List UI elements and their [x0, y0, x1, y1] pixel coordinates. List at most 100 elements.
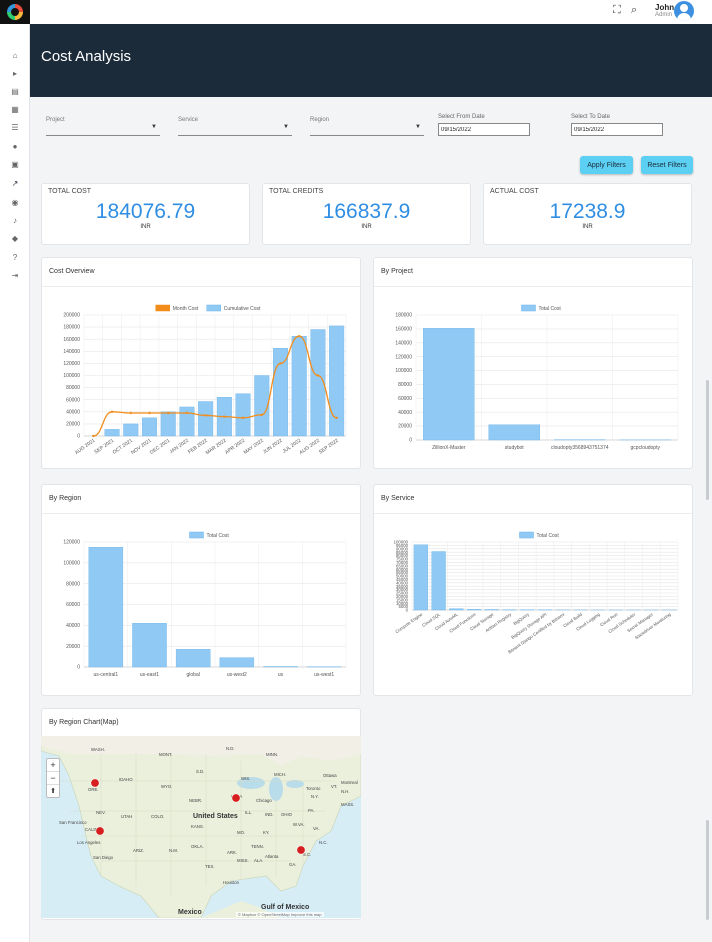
legend-label: Month Cost	[173, 306, 199, 312]
y-tick-label: 55000	[396, 570, 409, 575]
zoom-out-button[interactable]: −	[47, 772, 59, 785]
map-place-label: United States	[193, 813, 238, 820]
x-tick-label: JUN 2022	[262, 438, 284, 456]
y-tick-label: 40000	[66, 623, 80, 629]
map-place-label: UTAH	[121, 814, 132, 819]
y-tick-label: 50000	[396, 574, 409, 579]
y-tick-label: 100000	[63, 373, 80, 379]
map-place-label: WIS.	[241, 776, 250, 781]
server-icon[interactable]: ▦	[11, 105, 19, 114]
scrollbar[interactable]	[706, 380, 709, 500]
region-marker	[231, 793, 241, 803]
page-header: Cost Analysis	[30, 24, 712, 97]
bell-icon[interactable]: ♪	[13, 216, 17, 225]
map-place-label: ALA.	[254, 858, 263, 863]
bar	[466, 609, 482, 611]
bar	[484, 609, 499, 611]
x-tick-label: SEP 2022	[318, 438, 340, 456]
map-place-label: COLO.	[151, 814, 164, 819]
map-place-label: MASS.	[341, 802, 354, 807]
y-tick-label: 80000	[398, 382, 412, 388]
app-logo[interactable]	[0, 0, 30, 24]
y-tick-label: 95000	[396, 543, 409, 548]
calculator-icon[interactable]: ▤	[11, 87, 19, 96]
map-place-label: OKLA.	[191, 844, 204, 849]
legend-label: Total Cost	[207, 533, 230, 539]
map-place-label: CALIF.	[85, 827, 98, 832]
y-tick-label: 45000	[396, 577, 409, 582]
fullscreen-icon[interactable]: ⛶	[613, 4, 621, 16]
y-tick-label: 80000	[66, 581, 80, 587]
service-select[interactable]: Service ▼	[178, 117, 292, 136]
x-tick-label: cloudopty3568943751374	[551, 445, 609, 451]
map-place-label: Gulf of Mexico	[261, 904, 309, 911]
help-icon[interactable]: ?	[12, 253, 18, 262]
map-place-label: IDAHO	[119, 777, 133, 782]
user-name[interactable]: John	[655, 3, 675, 12]
by-project-chart: 0 20000 40000 60000 80000 100000 120000 140000 1…	[395, 304, 679, 451]
to-date-field: Select To Date	[571, 114, 665, 138]
service-label: Service	[178, 117, 199, 123]
by-region-card: By Region 0 20000 40000 60000 80000 100000 120…	[41, 484, 361, 696]
avatar[interactable]	[674, 1, 694, 21]
scrollbar[interactable]	[706, 820, 709, 920]
bar	[198, 401, 214, 437]
bar	[254, 375, 270, 437]
from-date-label: Select From Date	[438, 114, 485, 120]
reset-filters-button[interactable]: Reset Filters	[641, 156, 693, 174]
kpi-unit: INR	[582, 224, 593, 230]
sliders-icon[interactable]: ☰	[11, 123, 19, 132]
y-tick-label: 60000	[66, 602, 80, 608]
x-tick-label: us-west2	[227, 672, 247, 678]
zoom-in-button[interactable]: +	[47, 759, 59, 772]
region-marker	[296, 845, 306, 855]
map-place-label: NEBR.	[189, 798, 202, 803]
map-place-label: Los Angeles	[77, 840, 100, 845]
y-tick-label: 15000	[396, 597, 409, 602]
globe-icon[interactable]: ●	[12, 142, 18, 151]
card-title: Cost Overview	[49, 268, 95, 275]
card-title: By Project	[381, 268, 413, 275]
trend-icon[interactable]: ↗	[11, 179, 19, 188]
legend-swatch	[519, 531, 534, 539]
user-circle-icon[interactable]: ◉	[11, 198, 19, 207]
y-tick-label: 60000	[398, 396, 412, 402]
series-line	[93, 335, 337, 437]
project-select[interactable]: Project ▼	[46, 117, 160, 136]
from-date-field: Select From Date	[438, 114, 532, 138]
map-place-label: ORE.	[88, 787, 99, 792]
line-point	[148, 411, 151, 415]
bar	[310, 329, 326, 437]
kpi-value: 17238.9	[549, 200, 626, 223]
x-tick-label: MAY 2022	[243, 438, 265, 456]
inbox-icon[interactable]: ▣	[11, 160, 19, 169]
map-place-label: Ottawa	[323, 773, 337, 778]
y-tick-label: 0	[406, 608, 409, 613]
map-place-label: PA.	[308, 808, 315, 813]
map-zoom-controls: + − ⬆	[46, 758, 60, 798]
region-marker	[95, 826, 105, 836]
compass-icon[interactable]: ⬆	[50, 788, 56, 795]
map-attribution[interactable]: © Mapbox © OpenStreetMap Improve this ma…	[236, 912, 324, 917]
kpi-value: 166837.9	[322, 200, 411, 223]
map-place-label: MICH.	[274, 772, 286, 777]
logout-icon[interactable]: ⇥	[11, 271, 19, 280]
region-map[interactable]: WASH. MONT. N.D. MINN. IDAHO S.D. WIS. MICH. Ott…	[41, 736, 361, 918]
bar	[273, 348, 288, 437]
map-place-label: S.C.	[303, 852, 311, 857]
apply-filters-button[interactable]: Apply Filters	[580, 156, 633, 174]
bar	[488, 424, 540, 441]
region-select[interactable]: Region ▼	[310, 117, 424, 136]
play-icon[interactable]: ▸	[12, 69, 17, 78]
to-date-input[interactable]	[571, 123, 663, 136]
y-tick-label: 120000	[395, 354, 412, 360]
home-icon[interactable]: ⌂	[12, 51, 18, 60]
search-icon[interactable]: ⌕	[631, 4, 638, 16]
map-place-label: Toronto	[306, 786, 321, 791]
from-date-input[interactable]	[438, 123, 530, 136]
y-tick-label: 80000	[66, 385, 80, 391]
x-tick-label: ZillionX-Master	[432, 445, 466, 451]
map-place-label: TEX.	[205, 864, 215, 869]
graduation-icon[interactable]: ◆	[11, 234, 19, 243]
map-place-label: WASH.	[91, 747, 105, 752]
